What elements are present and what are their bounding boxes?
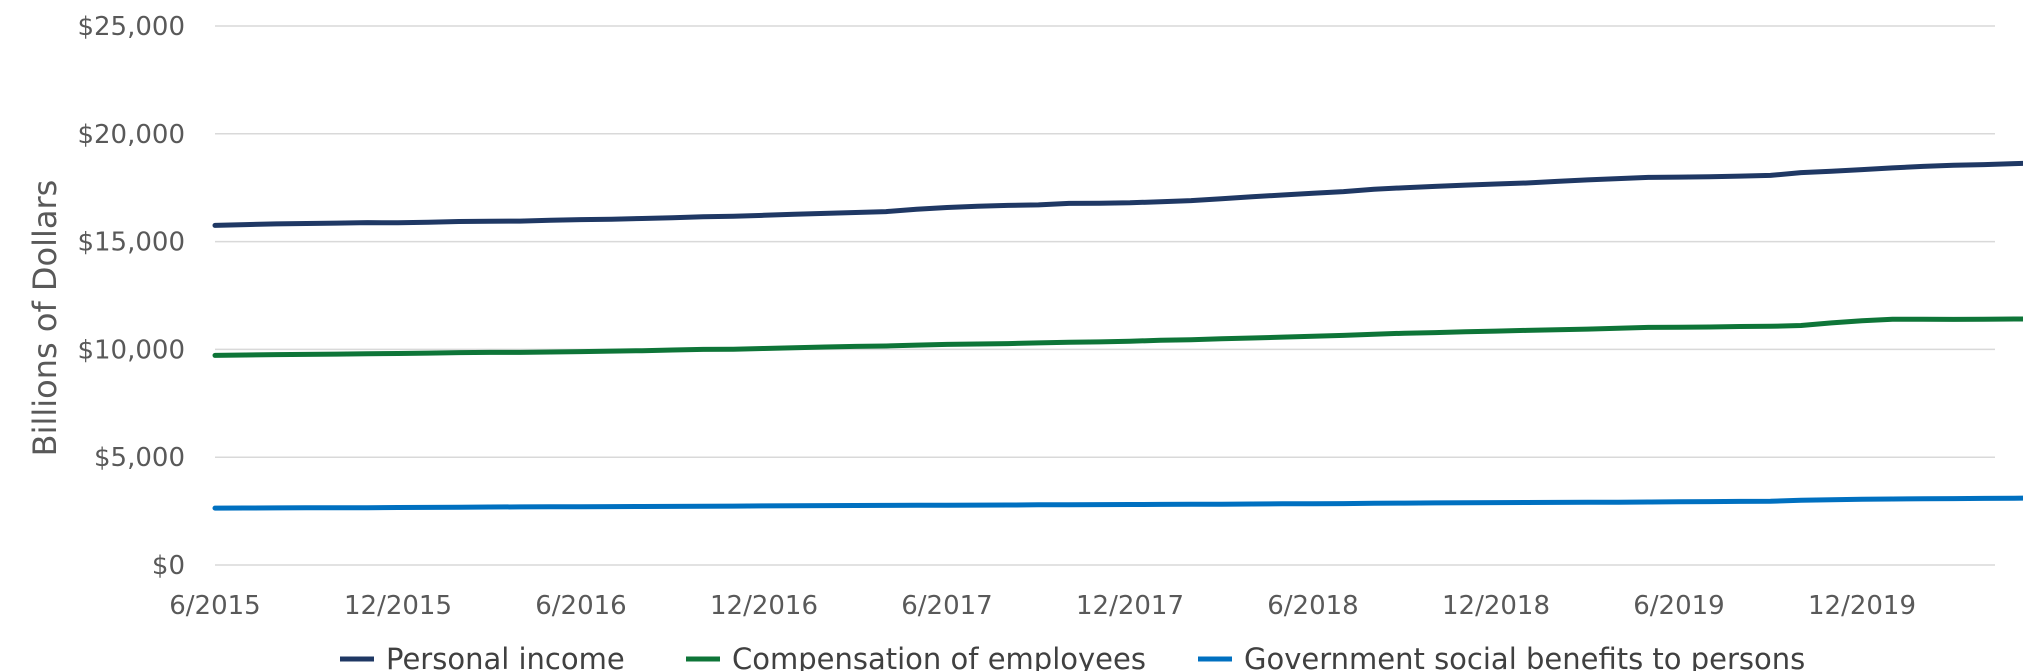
- legend-label: Government social benefits to persons: [1244, 642, 1805, 671]
- x-tick-label: 12/2017: [1076, 591, 1184, 621]
- legend-label: Personal income: [386, 642, 625, 671]
- x-tick-label: 6/2016: [535, 591, 626, 621]
- x-tick-label: 6/2019: [1633, 591, 1724, 621]
- x-tick-label: 6/2018: [1267, 591, 1358, 621]
- series-line-1: [212, 160, 2023, 228]
- series-line-3: [212, 495, 2023, 511]
- y-tick-label: $20,000: [77, 120, 185, 150]
- x-tick-label: 12/2019: [1808, 591, 1916, 621]
- y-axis-title: Billions of Dollars: [26, 180, 64, 457]
- gridlines: [215, 25, 1995, 566]
- legend: Personal income Compensation of employees…: [340, 642, 1805, 671]
- x-tick-label: 6/2017: [901, 591, 992, 621]
- series-lines: [212, 160, 2023, 511]
- y-tick-label: $10,000: [77, 335, 185, 365]
- legend-label: Compensation of employees: [732, 642, 1146, 671]
- y-tick-label: $0: [152, 551, 185, 581]
- x-axis-ticks: 6/2015 12/2015 6/2016 12/2016 6/2017 12/2017 6…: [169, 591, 1916, 621]
- y-tick-label: $25,000: [77, 12, 185, 42]
- y-tick-label: $5,000: [94, 443, 185, 473]
- y-tick-label: $15,000: [77, 228, 185, 258]
- y-axis-ticks: $0 $5,000 $10,000 $15,000 $20,000 $25,000: [77, 12, 185, 581]
- x-tick-label: 6/2015: [169, 591, 260, 621]
- series-line-2: [212, 316, 2023, 358]
- x-tick-label: 12/2016: [710, 591, 818, 621]
- x-tick-label: 12/2018: [1442, 591, 1550, 621]
- x-tick-label: 12/2015: [344, 591, 452, 621]
